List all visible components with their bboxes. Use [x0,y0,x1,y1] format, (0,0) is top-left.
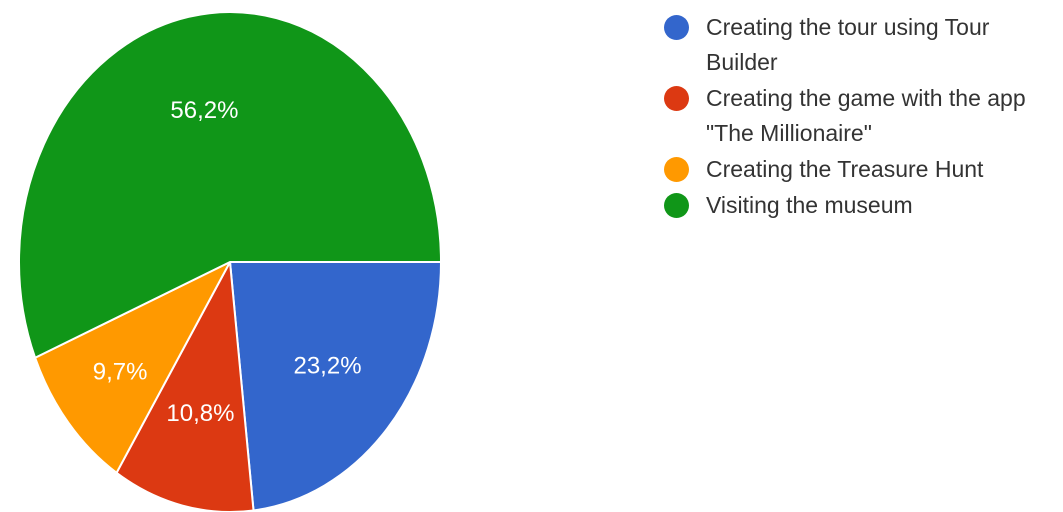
chart-legend: Creating the tour using Tour Builder Cre… [664,10,1060,224]
label-tour-builder: 23,2% [293,352,361,379]
legend-item-treasure-hunt[interactable]: Creating the Treasure Hunt [664,152,1060,187]
legend-item-millionaire[interactable]: Creating the game with the app "The Mill… [664,81,1060,151]
legend-label: Creating the game with the app "The Mill… [706,85,1026,146]
slice-tour-builder[interactable] [228,261,443,512]
legend-label: Creating the tour using Tour Builder [706,14,990,75]
legend-marker-red [664,86,689,111]
legend-marker-blue [664,15,689,40]
label-millionaire: 10,8% [166,400,234,427]
legend-marker-green [664,193,689,218]
legend-item-tour-builder[interactable]: Creating the tour using Tour Builder [664,10,1060,80]
legend-marker-orange [664,157,689,182]
label-treasure-hunt: 9,7% [93,358,148,385]
slice-millionaire[interactable] [115,258,255,512]
slice-museum[interactable] [18,11,443,360]
label-museum: 56,2% [170,97,238,124]
legend-label: Creating the Treasure Hunt [706,156,984,182]
pie-chart: 23,2% 10,8% 9,7% 56,2% [18,11,443,512]
legend-label: Visiting the museum [706,192,913,218]
legend-item-museum[interactable]: Visiting the museum [664,188,1060,223]
slice-treasure-hunt[interactable] [33,259,233,475]
